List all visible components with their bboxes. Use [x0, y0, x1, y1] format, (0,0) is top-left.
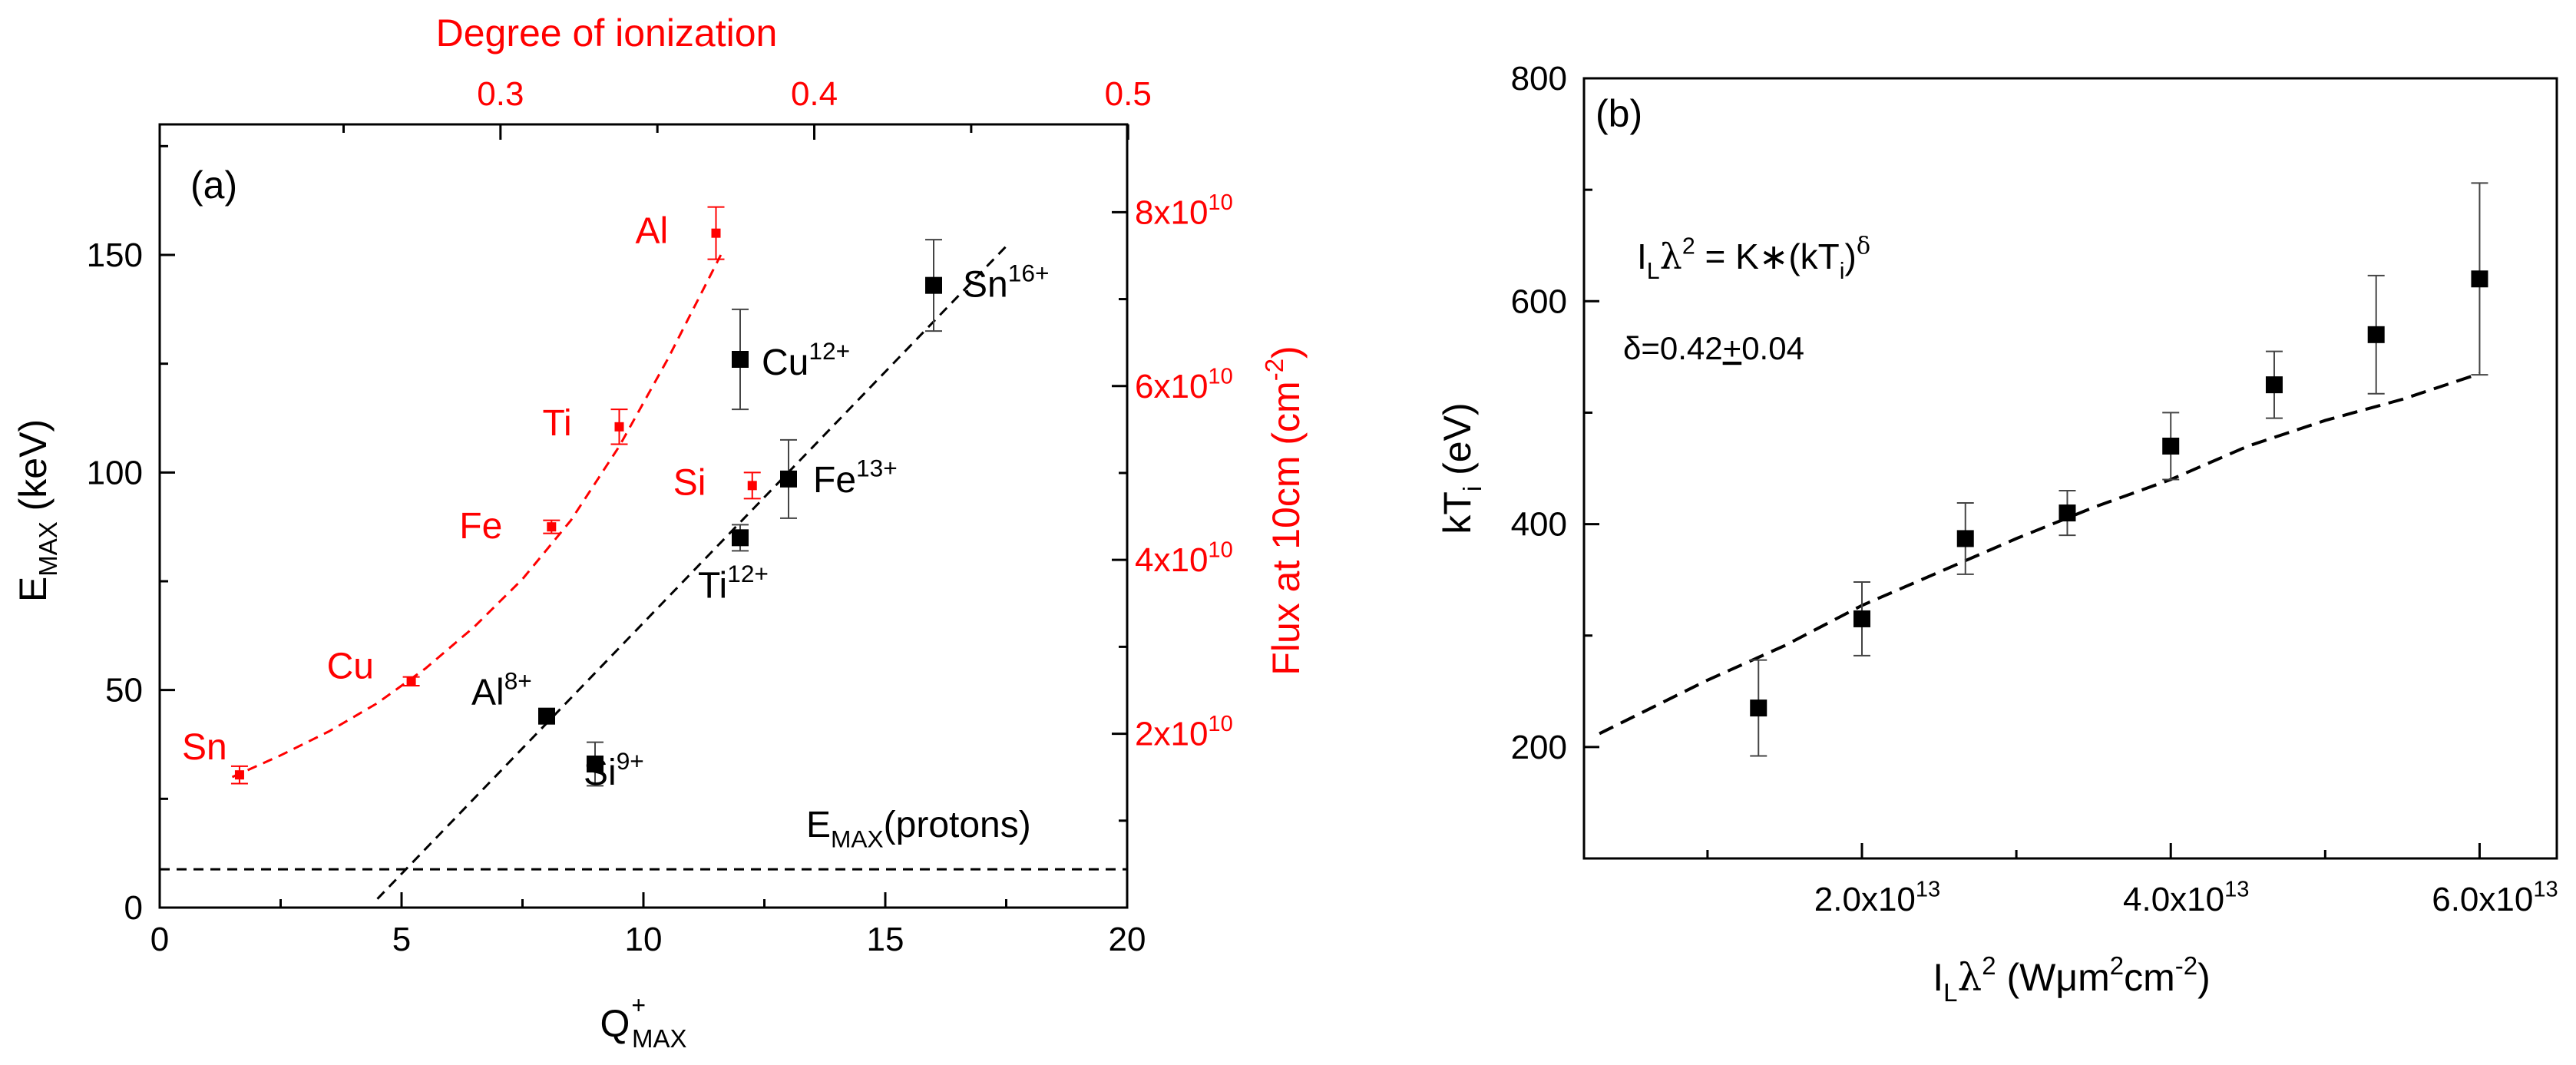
ion-label: Ti12+: [698, 560, 769, 606]
x-tick-label: 15: [867, 921, 904, 958]
ionization-fit-line: [231, 254, 723, 779]
charge-data-point: [732, 529, 749, 547]
plot-frame: [1582, 77, 2558, 860]
element-label: Ti: [543, 403, 572, 444]
data-point: [2162, 437, 2180, 455]
y-axis-title: kTi (eV): [1436, 402, 1486, 534]
data-point: [2471, 270, 2488, 288]
data-point: [1750, 700, 1767, 717]
ion-label: Si9+: [584, 747, 644, 793]
right-tick-label: 2x1010: [1135, 712, 1233, 753]
panel-label: (b): [1596, 92, 1642, 135]
data-point: [1853, 610, 1870, 627]
element-label: Sn: [182, 727, 227, 768]
right-axis-title: Flux at 10cm (cm-2): [1260, 346, 1308, 675]
charge-data-point: [780, 470, 797, 488]
data-point: [2265, 376, 2283, 394]
y-tick-label: 800: [1511, 60, 1567, 98]
panel-b-chart: 2.0x1013 4.0x1013 6.0x1013 200 400 600 800 kTi …: [1436, 60, 2558, 1007]
x-tick-label: 6.0x1013: [2432, 878, 2558, 919]
y-tick-label: 100: [87, 454, 143, 491]
delta-value: δ=0.42+0.04: [1623, 330, 1804, 366]
y-tick-label: 400: [1511, 506, 1567, 544]
right-tick-label: 8x1010: [1135, 190, 1233, 232]
ion-label: Al8+: [471, 666, 532, 713]
x-tick-label: 20: [1109, 921, 1146, 958]
x-tick-label: 10: [625, 921, 663, 958]
ion-label: Sn16+: [963, 259, 1049, 305]
top-axis-title: Degree of ionization: [436, 12, 778, 55]
fit-equation: ILλ2 = K∗(kTi)δ: [1637, 233, 1870, 284]
x-axis-title: Q+ MAX: [600, 991, 686, 1053]
fit-curve: [1599, 372, 2481, 736]
x-tick-label: 0: [150, 921, 169, 958]
charge-data-point: [925, 276, 942, 294]
x-tick-label: 5: [392, 921, 411, 958]
y-tick-label: 150: [87, 236, 143, 274]
y-tick-label: 600: [1511, 283, 1567, 320]
right-tick-label: 6x1010: [1135, 364, 1233, 405]
top-tick-label: 0.4: [791, 75, 838, 113]
charge-data-point: [538, 707, 555, 725]
y-tick-label: 0: [124, 889, 143, 927]
panel-a-chart: 0 5 10 15 20 0 50 100 150 0.3 0.4 0.5 Degree of ioni…: [12, 12, 1308, 1053]
ionization-data-point: [747, 481, 757, 491]
x-axis-title: ILλ2 (Wμm2cm-2): [1933, 951, 2211, 1007]
charge-data-point: [587, 756, 603, 772]
ion-label: Fe13+: [813, 455, 898, 501]
data-point: [1956, 530, 1974, 547]
ionization-data-point: [614, 422, 624, 432]
charge-data-point: [732, 351, 749, 368]
element-label: Si: [673, 462, 706, 503]
panel-label: (a): [190, 164, 237, 207]
element-label: Al: [636, 211, 669, 252]
x-tick-label: 4.0x1013: [2123, 878, 2249, 919]
y-tick-label: 50: [105, 672, 143, 709]
ionization-data-point: [711, 228, 721, 238]
y-axis-title: EMAX (keV): [12, 419, 62, 602]
ionization-data-point: [547, 522, 557, 532]
element-label: Cu: [327, 646, 374, 686]
top-tick-label: 0.3: [477, 75, 524, 113]
data-point: [2367, 326, 2385, 343]
element-label: Fe: [459, 506, 502, 547]
charge-fit-line: [376, 245, 1007, 900]
x-tick-label: 2.0x1013: [1814, 878, 1940, 919]
proton-reference-label: EMAX(protons): [806, 805, 1031, 852]
y-tick-label: 200: [1511, 729, 1567, 766]
right-tick-label: 4x1010: [1135, 538, 1233, 580]
ionization-data-point: [234, 770, 244, 780]
top-tick-label: 0.5: [1105, 75, 1152, 113]
data-point: [2058, 504, 2076, 522]
ionization-data-point: [406, 676, 416, 686]
ion-label: Cu12+: [762, 337, 850, 383]
